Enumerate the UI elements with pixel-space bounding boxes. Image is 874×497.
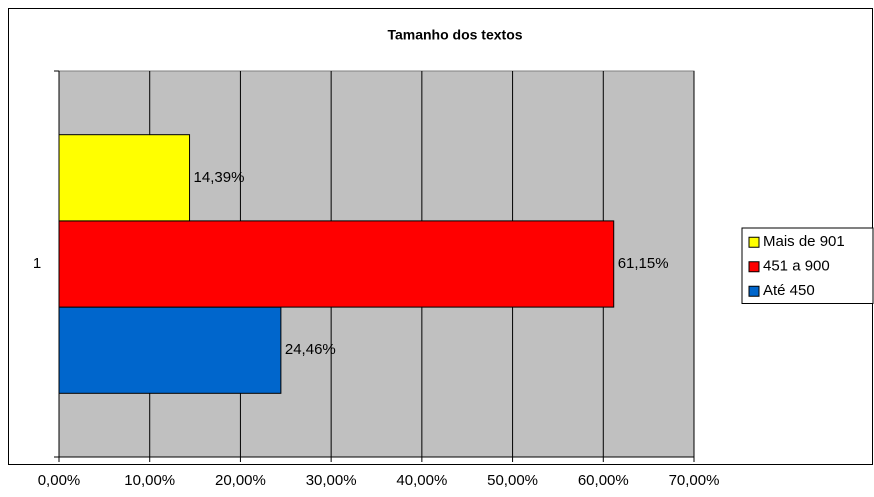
x-tick-label: 60,00% (578, 472, 629, 489)
x-tick-label: 70,00% (669, 472, 720, 489)
legend-swatch (748, 285, 760, 297)
x-tick-label: 10,00% (124, 472, 175, 489)
x-tick-label: 30,00% (306, 472, 357, 489)
x-tick-label: 50,00% (487, 472, 538, 489)
y-tick-label: 1 (33, 255, 41, 272)
chart-title: Tamanho dos textos (387, 27, 522, 43)
data-label: 61,15% (618, 255, 669, 272)
data-label: 14,39% (194, 169, 245, 186)
bar (58, 134, 191, 222)
x-tick-label: 20,00% (215, 472, 266, 489)
legend-label: Até 450 (763, 282, 815, 299)
x-tick-label: 40,00% (396, 472, 447, 489)
bar (58, 220, 615, 308)
x-tick-label: 0,00% (38, 472, 81, 489)
data-label: 24,46% (285, 341, 336, 358)
legend-box (741, 227, 874, 304)
legend-swatch (748, 236, 760, 248)
legend-label: Mais de 901 (763, 233, 845, 250)
legend-label: 451 a 900 (763, 258, 830, 275)
bar (58, 306, 282, 394)
legend-swatch (748, 261, 760, 273)
